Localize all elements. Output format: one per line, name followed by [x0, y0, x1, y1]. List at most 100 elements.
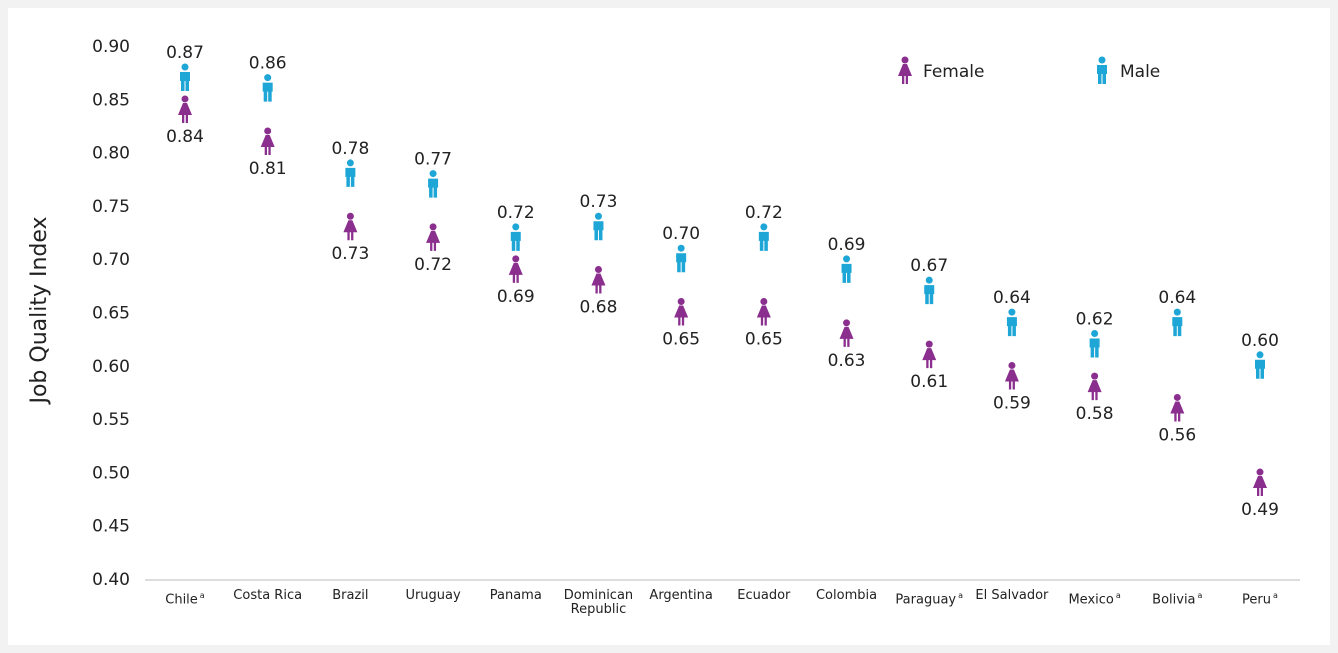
value-label: 0.62 [1076, 309, 1114, 329]
icon-body [428, 178, 439, 198]
category-name: Uruguay [405, 588, 461, 603]
icon-body [510, 231, 521, 251]
data-icon [1089, 329, 1100, 358]
data-icon [593, 212, 604, 241]
icon-head [1173, 393, 1181, 401]
data-icon [345, 159, 356, 187]
x-tick-label: Peru a [1220, 589, 1301, 607]
y-tick-label: 0.40 [92, 570, 130, 590]
value-label: 0.68 [580, 298, 618, 318]
data-icon [1170, 393, 1185, 422]
x-tick-label: Panama [475, 589, 556, 603]
icon-head [512, 255, 520, 263]
icon-head [1256, 351, 1264, 359]
category-name: Bolivia [1152, 592, 1196, 608]
data-icon [1006, 308, 1017, 337]
y-tick-label: 0.50 [92, 463, 130, 483]
icon-body [260, 134, 275, 155]
value-label: 0.73 [580, 192, 618, 212]
icon-head [901, 56, 909, 64]
category-name: Panama [489, 588, 542, 603]
icon-head [677, 298, 685, 305]
category-name: Argentina [649, 588, 713, 603]
category-note: a [958, 591, 964, 600]
value-label: 0.56 [1158, 425, 1196, 445]
icon-head [346, 212, 354, 220]
legend-label: Female [923, 62, 984, 82]
icon-body [178, 102, 192, 123]
x-tick-label: Ecuador [724, 589, 805, 603]
icon-head [1256, 468, 1264, 476]
icon-head [1091, 329, 1099, 337]
data-icon [674, 298, 689, 326]
icon-head [1098, 56, 1106, 64]
x-tick-label: Chile a [145, 589, 226, 607]
legend-icon [898, 56, 912, 84]
icon-body [758, 231, 769, 251]
icon-body [343, 220, 358, 241]
icon-body [593, 221, 604, 241]
y-axis-title: Job Quality Index [27, 216, 52, 405]
data-icon [841, 255, 852, 283]
panel [8, 8, 1330, 645]
icon-body [898, 64, 912, 84]
icon-body [676, 253, 687, 273]
icon-body [1170, 401, 1185, 422]
icon-body [674, 305, 689, 326]
value-label: 0.72 [414, 255, 452, 275]
data-icon [510, 223, 521, 251]
value-label: 0.73 [331, 244, 369, 264]
x-tick-label: Paraguay a [889, 589, 970, 607]
y-tick-label: 0.80 [92, 144, 130, 164]
data-icon [924, 276, 935, 305]
value-label: 0.58 [1076, 404, 1114, 424]
icon-head [181, 63, 189, 71]
icon-head [677, 244, 685, 252]
icon-head [181, 95, 189, 103]
y-tick-label: 0.70 [92, 250, 130, 270]
data-icon [676, 244, 687, 273]
y-tick-label: 0.55 [92, 410, 130, 430]
icon-head [1091, 372, 1099, 380]
value-label: 0.64 [993, 288, 1031, 308]
icon-body [591, 273, 606, 294]
category-name: Brazil [332, 588, 369, 603]
data-icon [260, 127, 275, 155]
category-note: a [1115, 591, 1121, 600]
icon-body [1004, 369, 1019, 390]
icon-body [922, 348, 937, 369]
x-tick-label: Uruguay [393, 589, 474, 603]
category-note: a [199, 591, 205, 600]
y-tick-label: 0.60 [92, 357, 130, 377]
category-note: a [1197, 591, 1203, 600]
x-tick-label: Costa Rica [227, 589, 308, 603]
category-name: Costa Rica [233, 588, 303, 603]
legend-icon [1097, 56, 1107, 84]
data-icon [426, 223, 441, 251]
data-icon [1253, 468, 1267, 497]
value-label: 0.67 [910, 256, 948, 276]
category-name: Colombia [815, 588, 878, 603]
icon-body [262, 82, 273, 102]
y-tick-label: 0.90 [92, 37, 130, 57]
value-label: 0.86 [249, 54, 287, 74]
category-note: a [1273, 591, 1278, 600]
value-label: 0.59 [993, 393, 1031, 413]
value-label: 0.65 [662, 330, 700, 350]
value-label: 0.69 [828, 235, 866, 255]
x-tick-label: Argentina [641, 589, 722, 603]
x-tick-label: Dominican Republic [558, 589, 639, 617]
icon-head [1008, 361, 1016, 369]
icon-head [843, 255, 851, 263]
category-name: El Salvador [975, 588, 1049, 603]
icon-head [1173, 308, 1181, 316]
category-name: Peru [1242, 592, 1272, 608]
data-icon [508, 255, 523, 283]
data-icon [1087, 372, 1102, 401]
icon-head [594, 212, 602, 220]
y-tick-label: 0.65 [92, 304, 130, 324]
category-name: Chile [165, 592, 198, 608]
value-label: 0.64 [1158, 288, 1196, 308]
icon-head [760, 298, 768, 305]
